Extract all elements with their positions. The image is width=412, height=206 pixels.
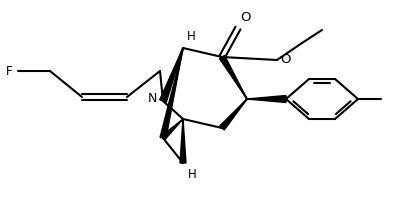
Text: F: F	[6, 64, 13, 77]
Text: H: H	[187, 30, 196, 43]
Text: N: N	[147, 91, 157, 104]
Polygon shape	[180, 119, 186, 163]
Polygon shape	[220, 55, 247, 99]
Text: O: O	[280, 53, 290, 66]
Polygon shape	[160, 48, 183, 139]
Polygon shape	[160, 48, 183, 102]
Text: H: H	[188, 168, 197, 181]
Polygon shape	[220, 99, 247, 130]
Polygon shape	[161, 119, 183, 140]
Polygon shape	[247, 96, 286, 103]
Text: O: O	[240, 11, 250, 24]
